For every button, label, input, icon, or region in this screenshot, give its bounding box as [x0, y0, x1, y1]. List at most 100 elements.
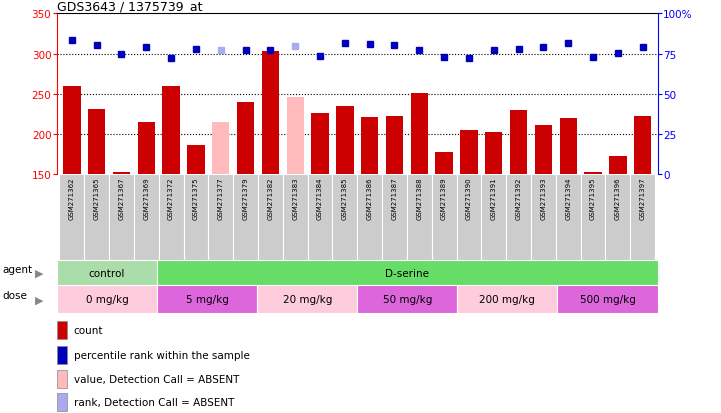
Bar	[535, 126, 552, 174]
Bar	[609, 157, 627, 174]
Bar	[386, 117, 403, 174]
Bar	[634, 117, 651, 174]
Bar	[63, 86, 81, 174]
Bar	[257, 286, 358, 313]
Bar	[580, 174, 606, 260]
Text: GSM271389: GSM271389	[441, 177, 447, 219]
Bar	[88, 109, 105, 174]
Bar	[456, 174, 482, 260]
Text: GSM271365: GSM271365	[94, 177, 99, 219]
Bar	[84, 174, 109, 260]
Bar	[308, 174, 332, 260]
Text: count: count	[74, 325, 103, 335]
Bar	[506, 174, 531, 260]
Text: control: control	[89, 268, 125, 278]
Text: agent: agent	[2, 264, 32, 274]
Bar	[57, 346, 68, 364]
Text: GDS3643 / 1375739_at: GDS3643 / 1375739_at	[57, 0, 203, 13]
Bar	[435, 153, 453, 174]
Bar	[187, 145, 205, 174]
Text: GSM271383: GSM271383	[292, 177, 298, 219]
Text: GSM271382: GSM271382	[267, 177, 273, 219]
Bar	[109, 174, 134, 260]
Text: GSM271395: GSM271395	[590, 177, 596, 219]
Bar	[233, 174, 258, 260]
Bar	[557, 286, 658, 313]
Text: GSM271394: GSM271394	[565, 177, 571, 219]
Bar	[606, 174, 630, 260]
Bar	[630, 174, 655, 260]
Text: 0 mg/kg: 0 mg/kg	[86, 294, 128, 304]
Text: D-serine: D-serine	[385, 268, 429, 278]
Bar	[361, 118, 379, 174]
Bar	[57, 393, 68, 411]
Bar	[432, 174, 456, 260]
Text: rank, Detection Call = ABSENT: rank, Detection Call = ABSENT	[74, 397, 234, 407]
Bar	[286, 97, 304, 174]
Bar	[559, 119, 577, 174]
Text: GSM271393: GSM271393	[541, 177, 547, 219]
Bar	[358, 286, 457, 313]
Bar	[157, 260, 658, 286]
Text: GSM271379: GSM271379	[242, 177, 249, 219]
Bar	[112, 173, 131, 174]
Bar	[138, 122, 155, 174]
Bar	[460, 131, 477, 174]
Bar	[332, 174, 358, 260]
Bar	[482, 174, 506, 260]
Text: GSM271369: GSM271369	[143, 177, 149, 219]
Text: GSM271384: GSM271384	[317, 177, 323, 219]
Text: GSM271397: GSM271397	[640, 177, 646, 219]
Bar	[258, 174, 283, 260]
Text: dose: dose	[2, 290, 27, 300]
Bar	[57, 321, 68, 339]
Bar	[212, 122, 229, 174]
Text: GSM271387: GSM271387	[392, 177, 397, 219]
Bar	[336, 107, 353, 174]
Bar	[57, 286, 157, 313]
Bar	[556, 174, 580, 260]
Text: percentile rank within the sample: percentile rank within the sample	[74, 350, 249, 360]
Bar	[262, 52, 279, 174]
Bar	[283, 174, 308, 260]
Bar	[358, 174, 382, 260]
Bar	[134, 174, 159, 260]
Bar	[457, 286, 557, 313]
Bar	[311, 114, 329, 174]
Bar	[159, 174, 184, 260]
Bar	[531, 174, 556, 260]
Bar	[57, 260, 157, 286]
Text: GSM271372: GSM271372	[168, 177, 174, 219]
Bar	[59, 174, 84, 260]
Text: GSM271362: GSM271362	[68, 177, 75, 219]
Text: GSM271392: GSM271392	[516, 177, 521, 219]
Text: 50 mg/kg: 50 mg/kg	[383, 294, 432, 304]
Text: 500 mg/kg: 500 mg/kg	[580, 294, 635, 304]
Text: GSM271396: GSM271396	[615, 177, 621, 219]
Text: GSM271385: GSM271385	[342, 177, 348, 219]
Text: GSM271388: GSM271388	[416, 177, 423, 219]
Bar	[184, 174, 208, 260]
Bar	[485, 133, 503, 174]
Text: 200 mg/kg: 200 mg/kg	[479, 294, 535, 304]
Bar	[57, 370, 68, 388]
Bar	[237, 103, 255, 174]
Text: 5 mg/kg: 5 mg/kg	[186, 294, 229, 304]
Bar	[411, 94, 428, 174]
Text: GSM271367: GSM271367	[118, 177, 125, 219]
Text: GSM271375: GSM271375	[193, 177, 199, 219]
Text: GSM271377: GSM271377	[218, 177, 224, 219]
Text: GSM271391: GSM271391	[491, 177, 497, 219]
Bar	[162, 86, 180, 174]
Text: ▶: ▶	[35, 268, 44, 278]
Bar	[382, 174, 407, 260]
Bar	[510, 111, 527, 174]
Text: ▶: ▶	[35, 294, 44, 304]
Text: GSM271386: GSM271386	[367, 177, 373, 219]
Bar	[208, 174, 233, 260]
Text: 20 mg/kg: 20 mg/kg	[283, 294, 332, 304]
Bar	[157, 286, 257, 313]
Text: GSM271390: GSM271390	[466, 177, 472, 219]
Bar	[407, 174, 432, 260]
Bar	[584, 173, 602, 174]
